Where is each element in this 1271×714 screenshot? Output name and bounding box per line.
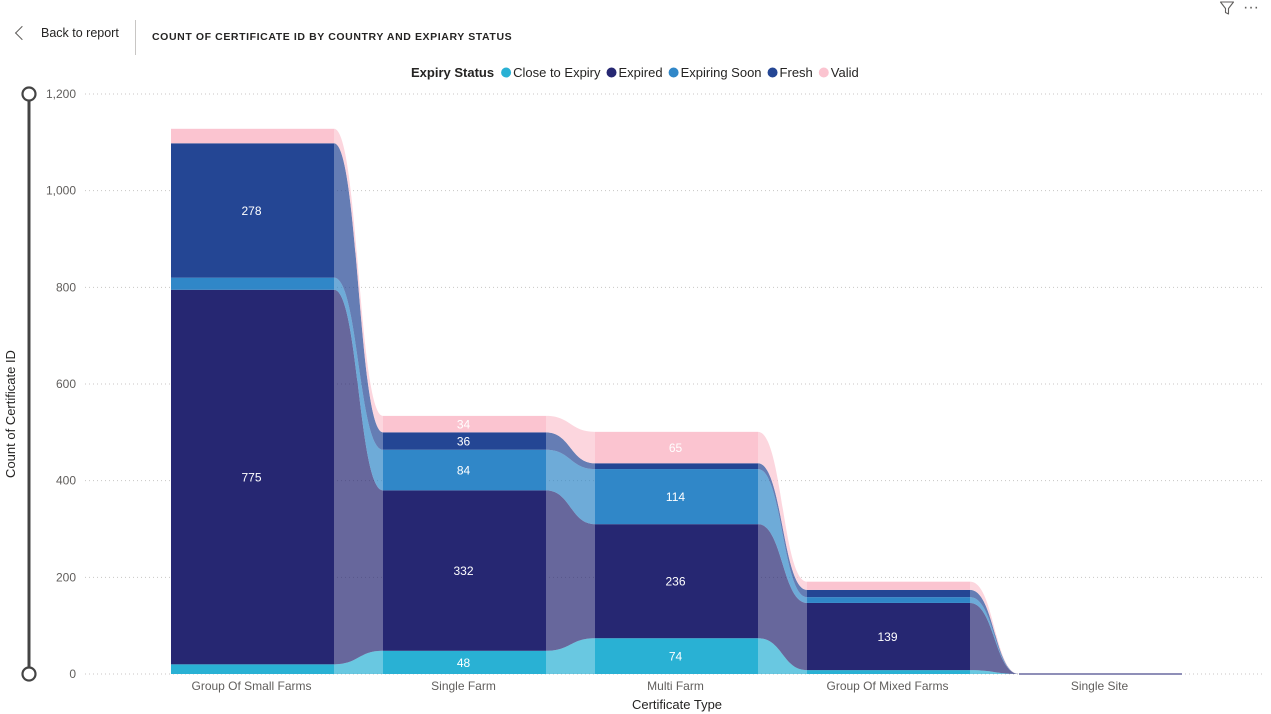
legend-title: Expiry Status [411, 65, 494, 80]
ribbon-close-to-expiry [334, 650, 383, 674]
y-tick-label: 1,200 [46, 87, 76, 101]
back-to-report-button[interactable]: Back to report [12, 25, 119, 41]
x-axis-title: Certificate Type [632, 697, 722, 712]
data-label: 114 [666, 490, 685, 504]
ribbon-valid [758, 431, 807, 590]
more-options-icon[interactable]: ··· [1243, 0, 1259, 16]
bar-close-to-expiry-group-of-mixed-farms[interactable] [807, 670, 970, 674]
bar-expiring-soon-multi-farm[interactable] [595, 469, 758, 525]
bar-close-to-expiry-multi-farm[interactable] [595, 638, 758, 674]
bar-expiring-soon-group-of-mixed-farms[interactable] [807, 597, 970, 603]
filter-icon[interactable] [1219, 0, 1235, 16]
legend-item-expiring-soon[interactable]: Expiring Soon [681, 65, 762, 80]
bar-close-to-expiry-group-of-small-farms[interactable] [171, 664, 334, 674]
data-label: 236 [665, 575, 685, 589]
bar-expiring-soon-single-farm[interactable] [383, 449, 546, 491]
ribbon-expiring-soon [334, 277, 383, 491]
ribbon-expired [970, 602, 1019, 674]
ribbon-expired [334, 289, 383, 665]
y-tick-label: 200 [56, 570, 76, 584]
ribbon-close-to-expiry [546, 638, 595, 674]
data-label: 139 [877, 630, 897, 644]
bar-valid-group-of-mixed-farms[interactable] [807, 581, 970, 590]
bar-valid-group-of-small-farms[interactable] [171, 128, 334, 144]
data-label: 74 [669, 650, 683, 664]
ribbon-fresh [758, 463, 807, 598]
data-label: 775 [241, 471, 261, 485]
y-tick-label: 600 [56, 377, 76, 391]
ribbon-fresh [546, 432, 595, 470]
legend-marker-expiring-soon [668, 67, 679, 78]
bar-fresh-single-farm[interactable] [383, 432, 546, 450]
bar-expired-single-farm[interactable] [383, 490, 546, 651]
ribbon-valid [970, 581, 1019, 674]
data-label: 48 [457, 656, 471, 670]
legend-marker-expired [606, 67, 617, 78]
legend-marker-fresh [767, 67, 778, 78]
ribbon-expired [758, 524, 807, 671]
visual-title: COUNT OF CERTIFICATE ID BY COUNTRY AND E… [152, 31, 513, 43]
y-tick-label: 1,000 [46, 184, 76, 198]
ribbon-valid [334, 128, 383, 433]
legend-marker-valid [818, 67, 829, 78]
data-label: 278 [241, 204, 261, 218]
ribbon-expiring-soon [758, 469, 807, 603]
ribbon-expiring-soon [546, 449, 595, 525]
bar-expiring-soon-group-of-small-farms[interactable] [171, 277, 334, 290]
x-tick-label: Multi Farm [647, 679, 704, 693]
data-label: 65 [669, 441, 683, 455]
bar-valid-single-farm[interactable] [383, 415, 546, 433]
legend-item-fresh[interactable]: Fresh [780, 65, 813, 80]
data-label: 34 [457, 418, 471, 432]
y-axis-title: Count of Certificate ID [3, 350, 18, 478]
ribbon-fresh [334, 143, 383, 450]
header-divider [135, 20, 136, 55]
y-zoom-slider-handle-top[interactable] [21, 86, 37, 102]
legend-item-valid[interactable]: Valid [831, 65, 859, 80]
data-label: 84 [457, 464, 471, 478]
ribbon-close-to-expiry [758, 638, 807, 674]
legend-marker-close-to-expiry [501, 67, 512, 78]
bar-close-to-expiry-single-farm[interactable] [383, 650, 546, 674]
x-tick-label: Group Of Mixed Farms [826, 679, 948, 693]
back-to-report-label: Back to report [41, 26, 119, 40]
y-tick-label: 800 [56, 280, 76, 294]
bar-expired-multi-farm[interactable] [595, 524, 758, 639]
bar-valid-multi-farm[interactable] [595, 431, 758, 464]
legend-item-expired[interactable]: Expired [619, 65, 663, 80]
ribbon-expired [546, 490, 595, 651]
x-tick-label: Group Of Small Farms [191, 679, 311, 693]
legend-item-close-to-expiry[interactable]: Close to Expiry [513, 65, 601, 80]
x-tick-label: Single Farm [431, 679, 496, 693]
x-tick-label: Single Site [1071, 679, 1129, 693]
bar-fresh-multi-farm[interactable] [595, 463, 758, 470]
visual-header-icons: ··· [1219, 0, 1259, 16]
ribbon-valid [546, 415, 595, 464]
bar-fresh-group-of-small-farms[interactable] [171, 143, 334, 278]
data-label: 36 [457, 435, 471, 449]
y-zoom-slider-handle-bottom[interactable] [21, 666, 37, 682]
bar-expired-group-of-small-farms[interactable] [171, 289, 334, 665]
y-tick-label: 0 [69, 667, 76, 681]
bar-fresh-group-of-mixed-farms[interactable] [807, 589, 970, 598]
data-label: 332 [453, 564, 473, 578]
ribbon-close-to-expiry [970, 670, 1019, 674]
bar-expired-group-of-mixed-farms[interactable] [807, 602, 970, 671]
y-tick-label: 400 [56, 474, 76, 488]
